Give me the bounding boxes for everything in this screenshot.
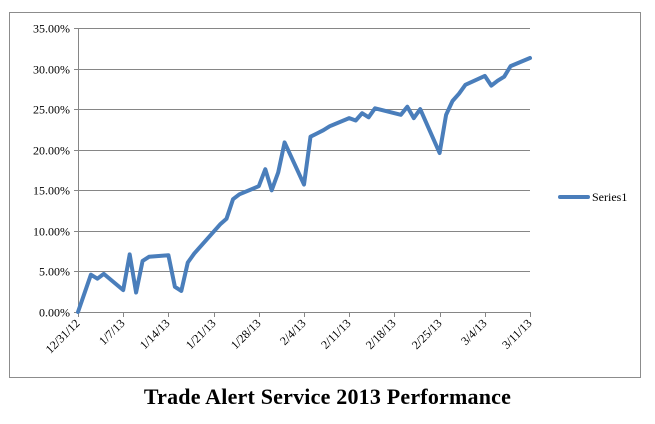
x-tick-label: 2/11/13 bbox=[318, 316, 354, 352]
legend-label-series1: Series1 bbox=[592, 190, 627, 204]
x-tick-label: 3/4/13 bbox=[458, 316, 490, 348]
x-tick-label: 1/7/13 bbox=[96, 316, 128, 348]
x-tick-label: 2/4/13 bbox=[277, 316, 309, 348]
y-tick-label: 20.00% bbox=[33, 144, 70, 158]
y-tick-label: 0.00% bbox=[39, 306, 70, 320]
x-tick-label: 1/21/13 bbox=[183, 316, 219, 352]
gridlines bbox=[78, 28, 530, 272]
x-tick-label: 1/14/13 bbox=[137, 316, 173, 352]
y-tick-label: 5.00% bbox=[39, 265, 70, 279]
y-tick-label: 35.00% bbox=[33, 22, 70, 36]
x-tick-label: 2/18/13 bbox=[363, 316, 399, 352]
chart-title: Trade Alert Service 2013 Performance bbox=[143, 384, 512, 409]
y-tick-label: 25.00% bbox=[33, 103, 70, 117]
chart-frame: 0.00% 5.00% 10.00% 15.00% 20.00% 25.00% 30.00%… bbox=[9, 12, 641, 378]
y-tick-label: 10.00% bbox=[33, 225, 70, 239]
legend: Series1 bbox=[558, 190, 627, 204]
line-chart: 0.00% 5.00% 10.00% 15.00% 20.00% 25.00% 30.00%… bbox=[33, 22, 627, 357]
x-tick-label: 12/31/12 bbox=[43, 316, 83, 356]
series-line-series1 bbox=[76, 56, 532, 314]
x-tick-label: 3/11/13 bbox=[499, 316, 535, 352]
x-tick-label: 1/28/13 bbox=[228, 316, 264, 352]
y-tick-label: 15.00% bbox=[33, 184, 70, 198]
axes: 0.00% 5.00% 10.00% 15.00% 20.00% 25.00% 30.00%… bbox=[33, 22, 535, 357]
x-tick-label: 2/25/13 bbox=[409, 316, 445, 352]
y-tick-label: 30.00% bbox=[33, 63, 70, 77]
series-layer bbox=[76, 56, 532, 314]
